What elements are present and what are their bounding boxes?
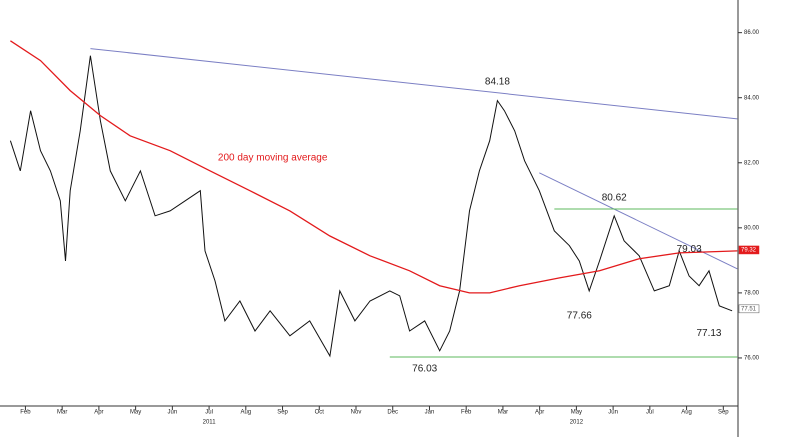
x-tick-label: Dec — [387, 410, 398, 416]
year-label: 2012 — [570, 420, 584, 426]
x-tick-label: Jun — [608, 410, 618, 416]
x-tick-label: Mar — [498, 410, 508, 416]
y-tick-label: 82.00 — [744, 160, 760, 166]
price-line — [9, 55, 733, 358]
x-tick-label: Jun — [168, 410, 178, 416]
level-label: 76.03 — [412, 364, 437, 375]
y-tick-label: 84.00 — [744, 95, 760, 101]
y-tick-label: 76.00 — [744, 356, 760, 362]
x-tick-label: Feb — [461, 410, 472, 416]
y-tick-label: 78.00 — [744, 290, 760, 296]
x-tick-label: Jul — [205, 410, 213, 416]
trend-line — [539, 172, 738, 270]
moving-average-line — [10, 40, 738, 294]
series-label: 200 day moving average — [218, 153, 328, 164]
x-tick-label: Mar — [57, 410, 67, 416]
price-tag-label: 77.51 — [741, 306, 757, 312]
x-tick-label: Sep — [277, 410, 288, 416]
level-label: 80.62 — [602, 192, 627, 203]
x-tick-label: Jan — [425, 410, 435, 416]
x-tick-label: Aug — [681, 410, 692, 416]
level-label: 77.13 — [696, 328, 721, 339]
price-tag — [738, 304, 760, 314]
x-tick-label: May — [571, 410, 582, 416]
level-label: 84.18 — [485, 76, 510, 87]
x-tick-label: Oct — [315, 410, 325, 416]
x-tick-label: Sep — [718, 410, 729, 416]
y-tick-label: 86.00 — [744, 30, 760, 36]
x-tick-label: Aug — [240, 410, 251, 416]
x-tick-label: Apr — [535, 410, 544, 416]
level-label: 79.03 — [677, 244, 702, 255]
x-tick-label: Feb — [20, 410, 31, 416]
level-label: 77.66 — [567, 311, 592, 322]
y-tick-label: 80.00 — [744, 225, 760, 231]
year-label: 2011 — [203, 420, 217, 426]
x-tick-label: May — [130, 410, 141, 416]
x-tick-label: Nov — [351, 410, 362, 416]
price-tag-label: 79.32 — [741, 248, 757, 254]
price-tag — [738, 245, 760, 255]
x-tick-label: Jul — [646, 410, 654, 416]
trend-line — [90, 48, 738, 120]
x-tick-label: Apr — [94, 410, 103, 416]
